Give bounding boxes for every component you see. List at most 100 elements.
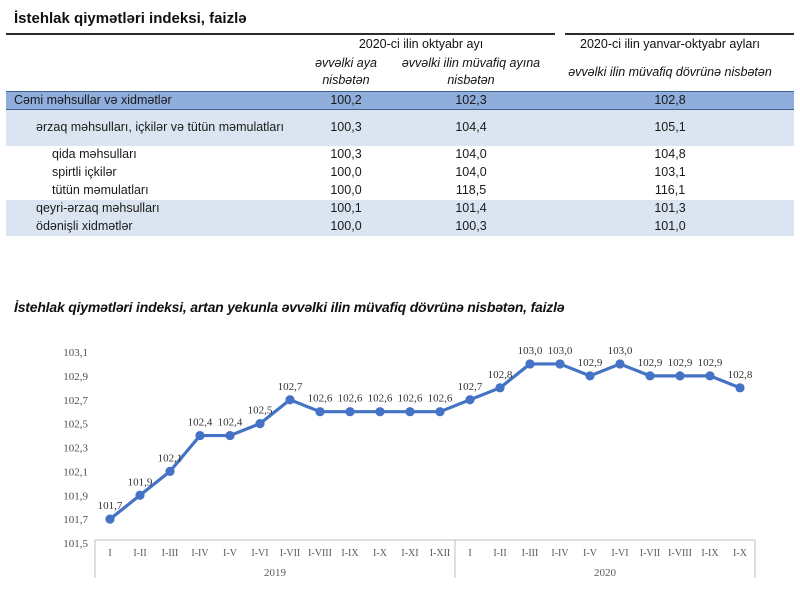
x-tick-label: I-III	[162, 548, 179, 559]
row-value: 102,8	[654, 93, 686, 108]
data-label: 102,6	[308, 393, 333, 405]
x-tick-label: I-IX	[341, 548, 359, 559]
data-label: 101,9	[128, 476, 153, 488]
row-value: 102,3	[455, 93, 487, 108]
x-tick-label: I-IX	[701, 548, 719, 559]
x-tick-label: I-II	[133, 548, 146, 559]
row-label: qida məhsulları	[52, 147, 137, 162]
data-point	[645, 371, 655, 381]
year-label: 2020	[594, 567, 617, 579]
data-label: 102,1	[158, 452, 183, 464]
table-row: spirtli içkilər 100,0 104,0 103,1	[6, 163, 794, 182]
row-value: 116,1	[654, 183, 686, 198]
cpi-line-chart: 103,1 102,9 102,7 102,5 102,3 102,1 101,9 101,7…	[63, 345, 756, 579]
data-label: 102,4	[188, 417, 213, 429]
data-label: 102,6	[368, 393, 393, 405]
data-label: 102,8	[488, 369, 513, 381]
data-point	[735, 383, 745, 393]
data-label: 102,6	[398, 393, 423, 405]
data-label: 102,9	[668, 357, 693, 369]
row-value: 101,4	[455, 201, 487, 216]
y-tick-label: 102,5	[63, 419, 88, 431]
data-point	[615, 359, 625, 369]
data-point	[675, 371, 685, 381]
y-tick-label: 101,7	[63, 514, 88, 526]
data-point	[555, 359, 565, 369]
x-tick-label: I-XII	[430, 548, 451, 559]
y-tick-label: 102,9	[63, 371, 88, 383]
column-group-jan-oct: 2020-ci ilin yanvar-oktyabr ayları	[580, 36, 760, 51]
x-tick-label: I-VIII	[668, 548, 692, 559]
data-point	[165, 466, 175, 476]
x-tick-label: I-XI	[401, 548, 418, 559]
table-row: ödənişli xidmətlər 100,0 100,3 101,0	[6, 217, 794, 236]
series-line	[108, 362, 742, 521]
data-point	[195, 430, 205, 441]
row-value: 104,8	[654, 147, 686, 162]
data-label: 102,7	[458, 381, 483, 393]
table-row: Cəmi məhsullar və xidmətlər 100,2 102,3 102…	[6, 91, 794, 110]
y-tick-label: 103,1	[63, 347, 88, 359]
x-tick-label: I-VIII	[308, 548, 332, 559]
title-rule-right	[565, 33, 794, 35]
x-tick-label: I	[468, 548, 471, 559]
x-tick-label: I-VI	[251, 548, 268, 559]
data-point	[465, 395, 475, 405]
data-label: 102,8	[728, 369, 753, 381]
table-row: qida məhsulları 100,3 104,0 104,8	[6, 145, 794, 164]
data-label: 102,7	[278, 381, 303, 393]
x-tick-label: I-IV	[191, 548, 209, 559]
y-tick-label: 102,7	[63, 395, 88, 407]
data-point	[525, 359, 535, 369]
data-label: 102,4	[218, 417, 243, 429]
subheader-vs-same-month-prev-year: əvvəlki ilin müvafiq ayına nisbətən	[401, 56, 541, 87]
data-label: 102,9	[578, 357, 603, 369]
row-value: 118,5	[455, 183, 487, 198]
row-label: Cəmi məhsullar və xidmətlər	[14, 93, 172, 108]
data-label: 103,0	[608, 345, 633, 357]
data-point	[375, 407, 385, 417]
data-label: 103,0	[518, 345, 543, 357]
data-point	[405, 407, 415, 417]
row-value: 101,0	[654, 219, 686, 234]
data-point	[255, 419, 265, 429]
cpi-table-body: Cəmi məhsullar və xidmətlər 100,2 102,3 102…	[6, 91, 794, 236]
data-label: 102,5	[248, 405, 273, 417]
x-tick-label: I-VII	[280, 548, 301, 559]
data-point	[225, 430, 235, 441]
row-label: ərzaq məhsulları, içkilər və tütün məmul…	[36, 120, 285, 135]
chart-title: İstehlak qiymətləri indeksi, artan yekun…	[14, 299, 565, 315]
row-value: 100,3	[455, 219, 487, 234]
data-point	[285, 395, 295, 405]
title-rule-left	[6, 33, 555, 35]
y-tick-label: 101,9	[63, 490, 88, 502]
year-label: 2019	[264, 567, 287, 579]
data-point	[135, 490, 145, 500]
data-point	[315, 407, 325, 417]
data-point	[705, 371, 715, 381]
data-label: 102,9	[698, 357, 723, 369]
column-group-october: 2020-ci ilin oktyabr ayı	[358, 36, 484, 51]
x-tick-label: I-X	[373, 548, 388, 559]
data-point	[105, 514, 115, 524]
page-title: İstehlak qiymətləri indeksi, faizlə	[14, 10, 247, 27]
y-tick-label: 101,5	[63, 538, 88, 550]
table-row: ərzaq məhsulları, içkilər və tütün məmul…	[6, 109, 794, 146]
empty-corner-cell	[6, 53, 296, 92]
x-tick-label: I-IV	[551, 548, 569, 559]
row-value: 103,1	[654, 165, 686, 180]
x-tick-label: I-V	[583, 548, 598, 559]
row-value: 100,2	[330, 93, 362, 108]
row-value: 100,0	[330, 165, 362, 180]
x-tick-label: I-VI	[611, 548, 628, 559]
data-point	[585, 371, 595, 381]
table-row: tütün məmulatları 100,0 118,5 116,1	[6, 181, 794, 200]
y-tick-label: 102,3	[63, 443, 88, 455]
empty-corner-cell	[6, 35, 296, 53]
row-value: 100,0	[330, 219, 362, 234]
data-point	[495, 383, 505, 393]
data-point	[345, 407, 355, 417]
subheader-vs-prev-month: əvvəlki aya nisbətən	[315, 56, 377, 87]
x-tick-label: I	[108, 548, 111, 559]
data-point	[435, 407, 445, 417]
